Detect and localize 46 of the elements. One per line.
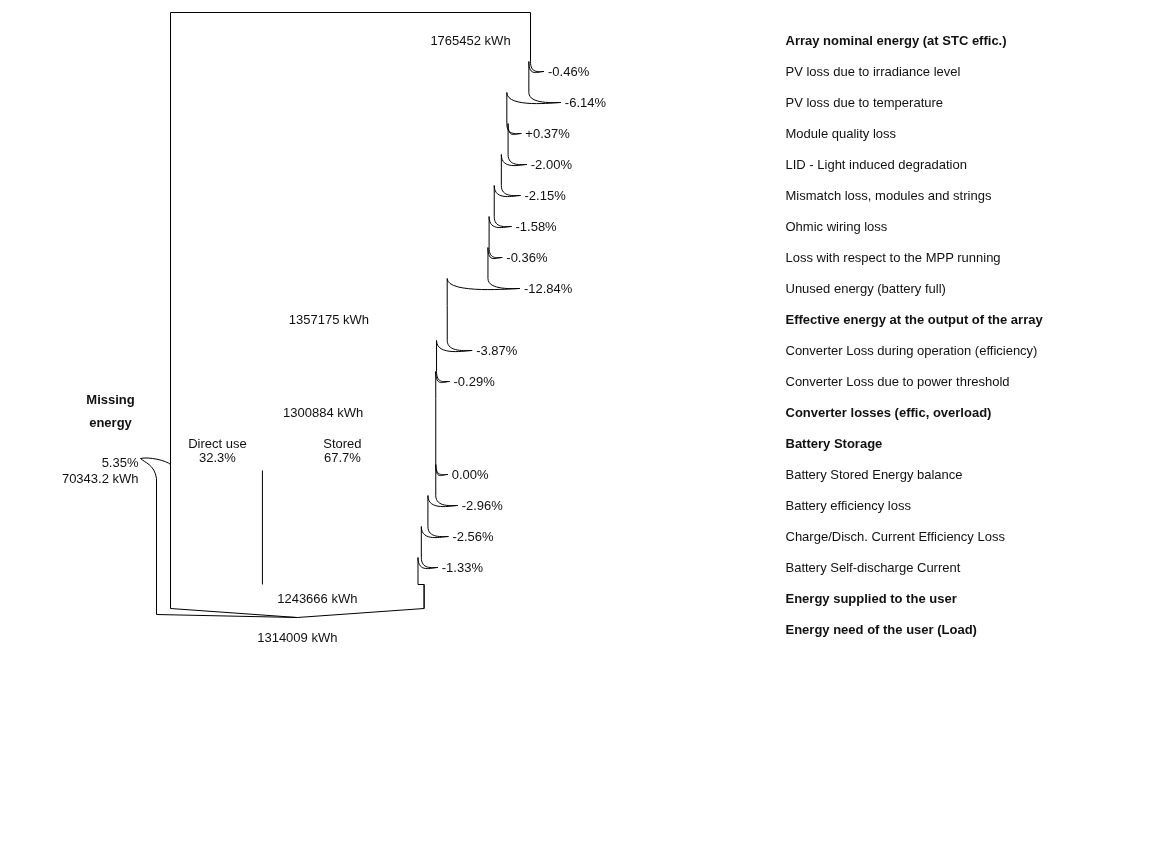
data-label: -6.14% <box>564 95 607 110</box>
text: Missing energy <box>86 392 135 430</box>
category-label: Unused energy (battery full) <box>785 281 946 296</box>
category-label: Battery efficiency loss <box>785 498 912 513</box>
data-label: -0.36% <box>506 250 548 265</box>
data-label: 1243666 kWh <box>277 591 358 606</box>
category-label: Effective energy at the output of the array <box>785 312 1044 327</box>
data-label: -0.29% <box>453 374 496 389</box>
data-label: -2.00% <box>530 157 573 172</box>
category-label: Array nominal energy (at STC effic.) <box>785 33 1007 48</box>
data-label: -12.84% <box>523 281 573 296</box>
category-label: Charge/Disch. Current Efficiency Loss <box>785 529 1006 544</box>
data-label: -1.33% <box>441 560 484 575</box>
data-label: -1.58% <box>515 219 558 234</box>
text: 67.7% <box>323 450 362 465</box>
data-label: 1357175 kWh <box>288 312 369 327</box>
text: 70343.2 kWh <box>61 471 139 486</box>
text: Stored <box>323 436 362 451</box>
category-label: Converter Loss due to power threshold <box>785 374 1010 389</box>
category-label: Mismatch loss, modules and strings <box>785 188 992 203</box>
data-label: -2.15% <box>524 188 567 203</box>
category-label: Loss with respect to the MPP running <box>785 250 1001 265</box>
text: Direct use <box>188 436 247 451</box>
data-label: 1765452 kWh <box>430 33 511 48</box>
data-label: -2.56% <box>452 529 495 544</box>
data-label: +0.37% <box>525 126 571 141</box>
data-label: -3.87% <box>476 343 518 358</box>
category-label: PV loss due to temperature <box>785 95 944 110</box>
category-label: PV loss due to irradiance level <box>785 64 961 79</box>
text: 32.3% <box>198 450 237 465</box>
category-label: Energy need of the user (Load) <box>785 622 977 637</box>
category-label: Module quality loss <box>785 126 897 141</box>
category-label: Battery Self-discharge Current <box>785 560 961 575</box>
text: 5.35% <box>101 455 139 470</box>
category-label: Converter losses (effic, overload) <box>785 405 992 420</box>
data-label: -2.96% <box>461 498 504 513</box>
category-label: Battery Stored Energy balance <box>785 467 963 482</box>
data-label: 0.00% <box>451 467 490 482</box>
data-label: 1300884 kWh <box>283 405 364 420</box>
category-label: Converter Loss during operation (efficiency) <box>785 343 1038 358</box>
category-label: Battery Storage <box>785 436 883 451</box>
category-label: Energy supplied to the user <box>785 591 957 606</box>
category-label: Ohmic wiring loss <box>785 219 888 234</box>
data-label: 1314009 kWh <box>257 630 338 645</box>
category-label: LID - Light induced degradation <box>785 157 967 172</box>
data-label: -0.46% <box>548 64 590 79</box>
